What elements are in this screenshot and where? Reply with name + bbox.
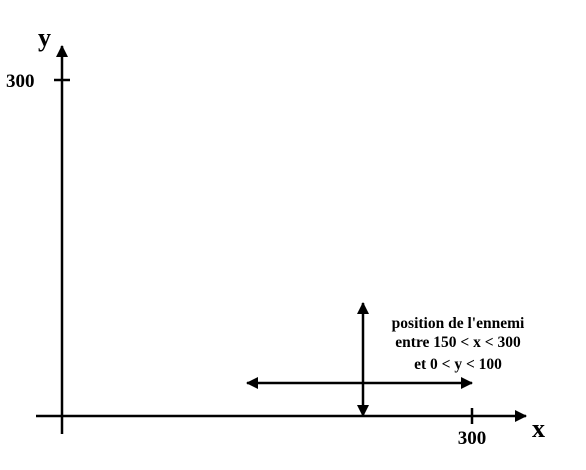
x-axis-label: x: [532, 414, 545, 443]
y-axis-label: y: [38, 23, 51, 52]
annotation-line-1: position de l'ennemi: [392, 315, 525, 332]
annotation-line-3: et 0 < y < 100: [414, 356, 502, 373]
x-tick-label: 300: [458, 428, 487, 449]
y-tick-label: 300: [6, 71, 35, 92]
annotation-line-2: entre 150 < x < 300: [395, 334, 521, 351]
